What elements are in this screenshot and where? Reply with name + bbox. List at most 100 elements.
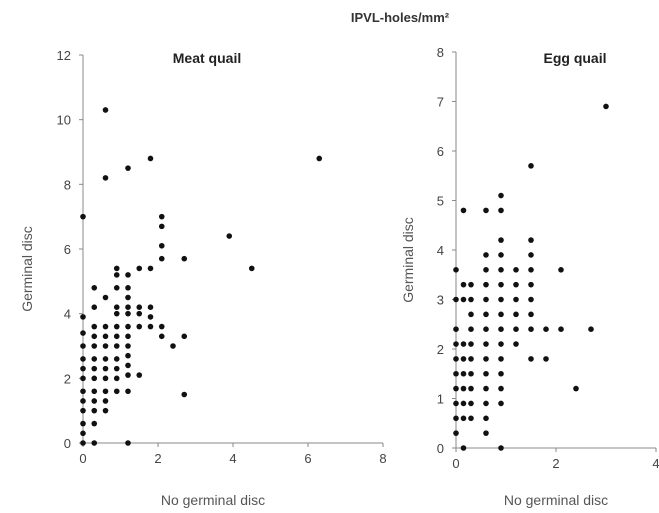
meat-quail-y-axis-label: Germinal disc: [19, 226, 35, 312]
egg-quail-data-point: [498, 296, 504, 303]
egg-quail-y-tick-label: 0: [437, 441, 444, 456]
meat-quail-data-point: [91, 398, 98, 404]
egg-quail-data-point: [468, 400, 474, 407]
egg-quail-data-point: [498, 385, 504, 392]
meat-quail-data-point: [147, 304, 154, 311]
meat-quail-data-point: [158, 242, 165, 249]
meat-quail-data-point: [91, 388, 98, 395]
egg-quail-data-point: [460, 296, 467, 303]
egg-quail-data-point: [453, 341, 459, 347]
egg-quail-data-point: [483, 296, 489, 303]
egg-quail-data-point: [483, 430, 489, 436]
meat-quail-data-point: [125, 323, 131, 330]
meat-quail-data-point: [136, 304, 143, 311]
meat-quail-data-point: [125, 440, 131, 446]
egg-quail-data-point: [460, 415, 467, 422]
meat-quail-data-point: [136, 265, 143, 272]
egg-quail-data-point: [453, 326, 459, 333]
egg-quail-data-point: [513, 281, 519, 288]
meat-quail-data-point: [181, 255, 188, 262]
egg-quail-data-point: [453, 385, 459, 392]
meat-quail-data-point: [91, 440, 98, 446]
meat-quail-data-point: [158, 255, 165, 262]
meat-quail-data-point: [125, 333, 131, 340]
meat-quail-y-tick-label: 6: [64, 242, 71, 257]
egg-quail-data-point: [528, 252, 534, 258]
egg-quail-data-point: [483, 415, 489, 422]
egg-quail-data-point: [528, 311, 534, 318]
egg-quail-data-point: [453, 267, 459, 273]
egg-quail-data-point: [468, 311, 474, 318]
egg-quail-data-point: [498, 207, 504, 214]
egg-quail-data-point: [468, 326, 474, 333]
egg-quail-data-point: [453, 370, 459, 377]
egg-quail-y-tick-label: 3: [437, 293, 444, 308]
meat-quail-data-point: [102, 375, 109, 382]
meat-quail-data-point: [91, 365, 98, 372]
egg-quail-data-point: [460, 400, 467, 407]
meat-quail-x-tick-label: 0: [79, 451, 86, 466]
meat-quail-data-point: [248, 265, 255, 272]
egg-quail-data-point: [483, 370, 489, 377]
egg-quail-data-point: [453, 296, 459, 303]
egg-quail-data-point: [558, 326, 564, 333]
meat-quail-data-point: [147, 314, 154, 320]
egg-quail-y-tick-label: 6: [437, 144, 444, 159]
meat-quail-y-tick-label: 0: [64, 436, 71, 451]
egg-quail-data-point: [528, 237, 534, 243]
egg-quail-data-point: [498, 445, 504, 451]
egg-quail-data-point: [528, 267, 534, 273]
meat-quail-data-point: [136, 323, 143, 330]
egg-quail-data-point: [460, 445, 467, 451]
meat-quail-data-point: [102, 175, 109, 181]
meat-quail-data-point: [125, 272, 131, 278]
meat-quail-data-point: [102, 356, 109, 362]
egg-quail-data-point: [468, 415, 474, 422]
egg-quail-data-point: [468, 385, 474, 392]
egg-quail-y-tick-label: 5: [437, 194, 444, 209]
egg-quail-data-point: [453, 430, 459, 436]
meat-quail-data-point: [102, 407, 109, 414]
figure-title: IPVL-holes/mm²: [351, 10, 450, 25]
meat-quail-data-point: [91, 323, 98, 330]
meat-quail-data-point: [80, 407, 86, 414]
egg-quail-panel: 0 1 2 3 4 5 6 7 8 0 2 4 Egg quail No germinal disc Ger…: [400, 45, 659, 508]
egg-quail-data-point: [513, 326, 519, 333]
meat-quail-data-point: [136, 372, 143, 378]
egg-quail-data-point: [498, 252, 504, 258]
meat-quail-data-point: [113, 356, 120, 362]
meat-quail-data-point: [102, 294, 109, 301]
meat-quail-title: Meat quail: [173, 50, 241, 66]
egg-quail-data-point: [513, 296, 519, 303]
meat-quail-data-point: [113, 304, 120, 311]
egg-quail-x-tick-label: 0: [452, 456, 459, 471]
meat-quail-data-point: [102, 343, 109, 349]
egg-quail-data-point: [460, 356, 467, 362]
meat-quail-data-point: [113, 333, 120, 340]
meat-quail-data-point: [170, 343, 176, 349]
egg-quail-data-point: [483, 207, 489, 214]
meat-quail-data-point: [80, 343, 86, 349]
meat-quail-data-point: [158, 213, 165, 220]
meat-quail-data-point: [113, 265, 120, 272]
meat-quail-data-point: [125, 343, 131, 349]
meat-quail-data-point: [91, 304, 98, 311]
egg-quail-data-point: [498, 281, 504, 288]
egg-quail-data-point: [453, 415, 459, 422]
meat-quail-data-point: [80, 420, 86, 427]
meat-quail-data-point: [91, 420, 98, 427]
egg-quail-data-point: [483, 400, 489, 407]
meat-quail-data-point: [147, 265, 154, 272]
meat-quail-data-point: [147, 323, 154, 330]
egg-quail-data-point: [460, 281, 467, 288]
meat-quail-y-tick-label: 4: [64, 307, 71, 322]
meat-quail-data-point: [91, 356, 98, 362]
meat-quail-data-point: [226, 233, 233, 239]
meat-quail-data-point: [125, 362, 131, 369]
meat-quail-data-point: [113, 375, 120, 382]
egg-quail-y-tick-label: 7: [437, 95, 444, 110]
meat-quail-data-point: [158, 323, 165, 330]
meat-quail-data-point: [125, 285, 131, 291]
meat-quail-x-tick-label: 2: [154, 451, 161, 466]
